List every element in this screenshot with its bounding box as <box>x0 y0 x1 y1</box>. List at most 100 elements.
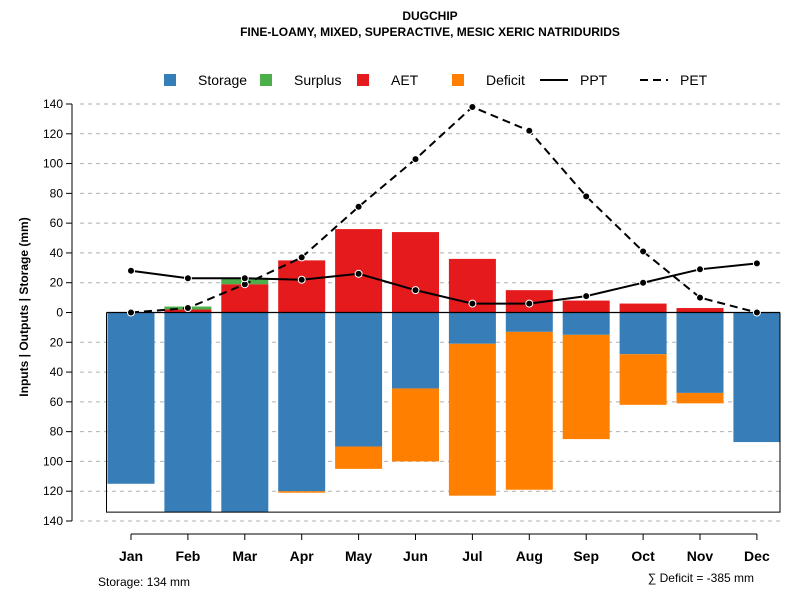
aet-bar-nov <box>676 308 724 313</box>
chart-subtitle: FINE-LOAMY, MIXED, SUPERACTIVE, MESIC XE… <box>240 25 620 39</box>
ppt-line <box>130 262 758 305</box>
x-tick-label-may: May <box>345 548 372 564</box>
chart-title: DUGCHIP <box>402 9 457 23</box>
storage-bar-aug <box>505 312 553 332</box>
storage-total: Storage: 134 mm <box>98 575 190 589</box>
y-tick-label: 60 <box>50 216 64 230</box>
legend-swatch-surplus <box>260 74 272 86</box>
pet-point-feb <box>183 304 192 313</box>
aet-bar-sep <box>562 300 610 313</box>
pet-point-apr <box>297 253 306 262</box>
y-axis-label: Inputs | Outputs | Storage (mm) <box>17 217 31 396</box>
y-tick-label: 80 <box>50 425 64 439</box>
ppt-point-apr <box>297 275 306 284</box>
y-tick-label: 140 <box>43 97 63 111</box>
storage-bar-sep <box>562 312 610 335</box>
x-tick-label-nov: Nov <box>687 548 714 564</box>
legend-label-deficit: Deficit <box>486 72 525 88</box>
aet-bar-mar <box>221 284 269 313</box>
pet-line <box>130 105 758 314</box>
pet-point-jun <box>411 155 420 164</box>
storage-bar-may <box>335 312 383 447</box>
ppt-point-mar <box>240 274 249 283</box>
storage-bar-apr <box>278 312 326 492</box>
storage-bar-nov <box>676 312 724 393</box>
deficit-bar-aug <box>505 331 553 490</box>
deficit-bar-may <box>335 446 383 469</box>
ppt-point-aug <box>525 299 534 308</box>
legend-label-ppt: PPT <box>580 72 608 88</box>
pet-point-aug <box>525 126 534 135</box>
legend-label-storage: Storage <box>198 72 247 88</box>
pet-point-may <box>354 202 363 211</box>
y-tick-label: 100 <box>43 454 63 468</box>
x-tick-label-jul: Jul <box>462 548 482 564</box>
x-tick-label-aug: Aug <box>516 548 543 564</box>
storage-bar-jun <box>392 312 439 389</box>
y-tick-label: 60 <box>50 395 64 409</box>
x-tick-label-mar: Mar <box>232 548 257 564</box>
deficit-bar-oct <box>619 354 667 405</box>
aet-bar-jun <box>392 232 439 313</box>
x-tick-label-apr: Apr <box>290 548 315 564</box>
storage-bar-mar <box>221 312 269 513</box>
y-tick-label: 20 <box>50 335 64 349</box>
pet-point-oct <box>639 247 648 256</box>
pet-point-jul <box>468 102 477 111</box>
ppt-point-may <box>354 269 363 278</box>
y-tick-label: 100 <box>43 157 63 171</box>
ppt-point-jul <box>468 299 477 308</box>
y-tick-label: 0 <box>56 306 63 320</box>
legend-label-aet: AET <box>391 72 419 88</box>
x-tick-label-jun: Jun <box>403 548 428 564</box>
ppt-point-sep <box>582 292 591 301</box>
deficit-bar-jul <box>448 343 496 496</box>
legend-swatch-deficit <box>452 74 464 86</box>
y-tick-label: 120 <box>43 484 63 498</box>
storage-bar-feb <box>164 312 212 513</box>
y-tick-label: 140 <box>43 514 63 528</box>
pet-point-jan <box>127 308 135 317</box>
y-tick-label: 120 <box>43 127 63 141</box>
storage-bar-dec <box>733 312 781 443</box>
legend-label-surplus: Surplus <box>294 72 341 88</box>
legend-label-pet: PET <box>680 72 708 88</box>
y-tick-label: 20 <box>50 276 64 290</box>
y-tick-label: 40 <box>50 365 64 379</box>
deficit-bar-jun <box>392 388 439 462</box>
pet-point-sep <box>582 192 591 201</box>
x-tick-label-oct: Oct <box>631 548 655 564</box>
ppt-point-oct <box>639 278 648 287</box>
y-tick-label: 80 <box>50 186 64 200</box>
x-tick-label-sep: Sep <box>573 548 599 564</box>
ppt-point-nov <box>696 265 704 274</box>
x-tick-label-feb: Feb <box>175 548 200 564</box>
y-tick-label: 40 <box>50 246 64 260</box>
aet-bar-oct <box>619 303 667 313</box>
ppt-point-feb <box>183 274 192 283</box>
x-tick-label-jan: Jan <box>119 548 143 564</box>
aet-bar-apr <box>278 260 326 313</box>
deficit-total: ∑ Deficit = -385 mm <box>648 571 754 585</box>
x-tick-label-dec: Dec <box>744 548 770 564</box>
lines <box>127 102 761 317</box>
legend-swatch-aet <box>357 74 369 86</box>
pet-point-nov <box>696 293 704 302</box>
ppt-point-jun <box>411 286 420 295</box>
deficit-bar-nov <box>676 392 724 404</box>
legend-swatch-storage <box>164 74 176 86</box>
pet-point-dec <box>752 308 761 317</box>
deficit-bar-sep <box>562 334 610 440</box>
plot-frame <box>106 311 781 513</box>
axes: 140 120 100 80 60 40 20 0 20 40 60 80 100 120 140 Jan Fe… <box>43 97 770 564</box>
storage-capacity-box <box>106 312 781 513</box>
bars <box>107 229 781 513</box>
storage-bar-oct <box>619 312 667 355</box>
legend: Storage Surplus AET Deficit PPT PET <box>164 72 708 88</box>
ppt-point-dec <box>752 259 761 268</box>
deficit-bar-apr <box>278 491 326 493</box>
storage-bar-jul <box>448 312 496 344</box>
storage-bar-jan <box>107 312 155 484</box>
ppt-point-jan <box>127 266 135 275</box>
